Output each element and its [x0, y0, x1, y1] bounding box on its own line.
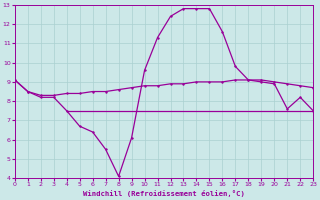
X-axis label: Windchill (Refroidissement éolien,°C): Windchill (Refroidissement éolien,°C)	[83, 190, 245, 197]
